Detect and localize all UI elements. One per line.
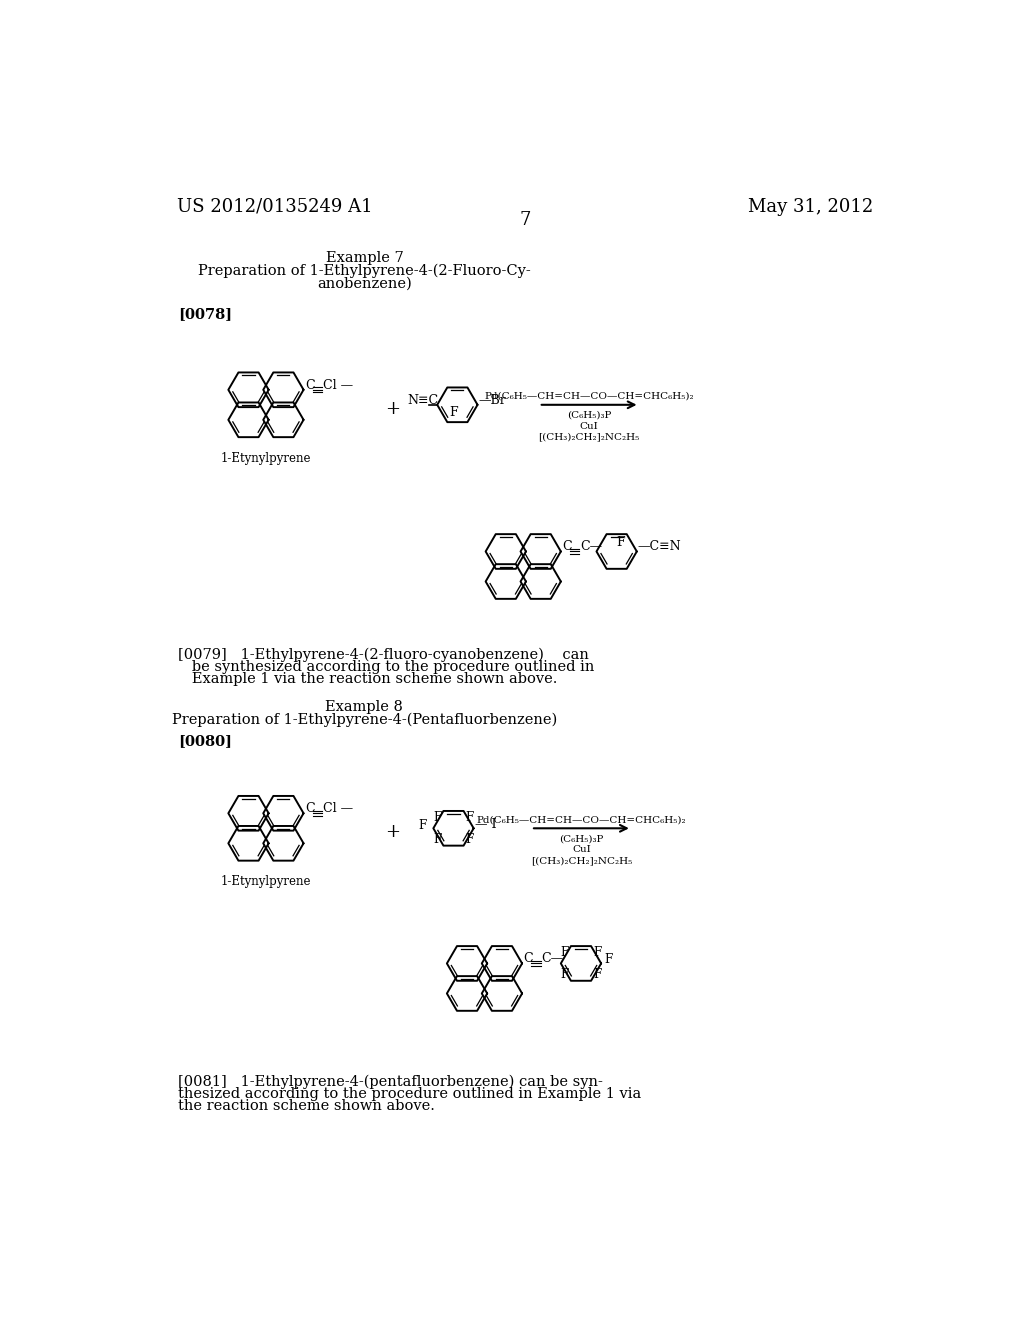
Text: F: F <box>433 810 441 824</box>
Text: 7: 7 <box>519 211 530 228</box>
Text: [(CH₃)₂CH₂]₂NC₂H₅: [(CH₃)₂CH₂]₂NC₂H₅ <box>539 433 640 441</box>
Text: Preparation of 1-Ethylpyrene-4-(Pentafluorbenzene): Preparation of 1-Ethylpyrene-4-(Pentaflu… <box>172 713 557 727</box>
Text: F: F <box>466 810 474 824</box>
Text: [0078]: [0078] <box>178 308 232 321</box>
Text: US 2012/0135249 A1: US 2012/0135249 A1 <box>177 198 373 216</box>
Text: F: F <box>616 536 625 549</box>
Text: 1-Etynylpyrene: 1-Etynylpyrene <box>221 451 311 465</box>
Text: Cl —: Cl — <box>323 379 353 392</box>
Text: F: F <box>560 945 569 958</box>
Text: Pd(C₆H₅—CH=CH—CO—CH=CHC₆H₅)₂: Pd(C₆H₅—CH=CH—CO—CH=CHC₆H₅)₂ <box>484 392 694 401</box>
Text: F: F <box>450 405 458 418</box>
Text: N≡C: N≡C <box>408 393 439 407</box>
Text: C—: C— <box>542 952 563 965</box>
Text: [(CH₃)₂CH₂]₂NC₂H₅: [(CH₃)₂CH₂]₂NC₂H₅ <box>530 855 632 865</box>
Text: C: C <box>523 952 534 965</box>
Text: —C≡N: —C≡N <box>638 540 681 553</box>
Text: anobenzene): anobenzene) <box>317 276 412 290</box>
Text: Preparation of 1-Ethylpyrene-4-(2-Fluoro-Cy-: Preparation of 1-Ethylpyrene-4-(2-Fluoro… <box>198 264 530 279</box>
Text: the reaction scheme shown above.: the reaction scheme shown above. <box>178 1100 435 1113</box>
Text: C: C <box>562 540 572 553</box>
Text: F: F <box>466 833 474 846</box>
Text: CuI: CuI <box>572 845 591 854</box>
Text: May 31, 2012: May 31, 2012 <box>748 198 872 216</box>
Text: [0081]   1-Ethylpyrene-4-(pentafluorbenzene) can be syn-: [0081] 1-Ethylpyrene-4-(pentafluorbenzen… <box>178 1074 603 1089</box>
Text: +: + <box>386 400 400 417</box>
Text: C—: C— <box>581 540 602 553</box>
Text: F: F <box>560 968 569 981</box>
Text: be synthesized according to the procedure outlined in: be synthesized according to the procedur… <box>178 660 595 673</box>
Text: F: F <box>419 818 427 832</box>
Text: Example 8: Example 8 <box>326 700 403 714</box>
Text: Cl —: Cl — <box>323 803 353 816</box>
Text: F: F <box>433 833 441 846</box>
Text: CuI: CuI <box>580 422 598 430</box>
Text: —Br: —Br <box>478 393 506 407</box>
Text: [0079]   1-Ethylpyrene-4-(2-fluoro-cyanobenzene)    can: [0079] 1-Ethylpyrene-4-(2-fluoro-cyanobe… <box>178 647 589 661</box>
Text: Pd(C₆H₅—CH=CH—CO—CH=CHC₆H₅)₂: Pd(C₆H₅—CH=CH—CO—CH=CHC₆H₅)₂ <box>476 816 686 825</box>
Text: Example 7: Example 7 <box>326 251 403 265</box>
Text: C: C <box>305 379 314 392</box>
Text: 1-Etynylpyrene: 1-Etynylpyrene <box>221 875 311 888</box>
Text: +: + <box>386 824 400 841</box>
Text: Example 1 via the reaction scheme shown above.: Example 1 via the reaction scheme shown … <box>178 672 558 686</box>
Text: F: F <box>605 953 613 966</box>
Text: C: C <box>305 803 314 816</box>
Text: [0080]: [0080] <box>178 734 232 748</box>
Text: thesized according to the procedure outlined in Example 1 via: thesized according to the procedure outl… <box>178 1088 642 1101</box>
Text: F: F <box>593 945 601 958</box>
Text: (C₆H₅)₃P: (C₆H₅)₃P <box>559 834 603 843</box>
Text: — I: — I <box>475 818 497 832</box>
Text: (C₆H₅)₃P: (C₆H₅)₃P <box>567 411 611 420</box>
Text: F: F <box>593 968 601 981</box>
